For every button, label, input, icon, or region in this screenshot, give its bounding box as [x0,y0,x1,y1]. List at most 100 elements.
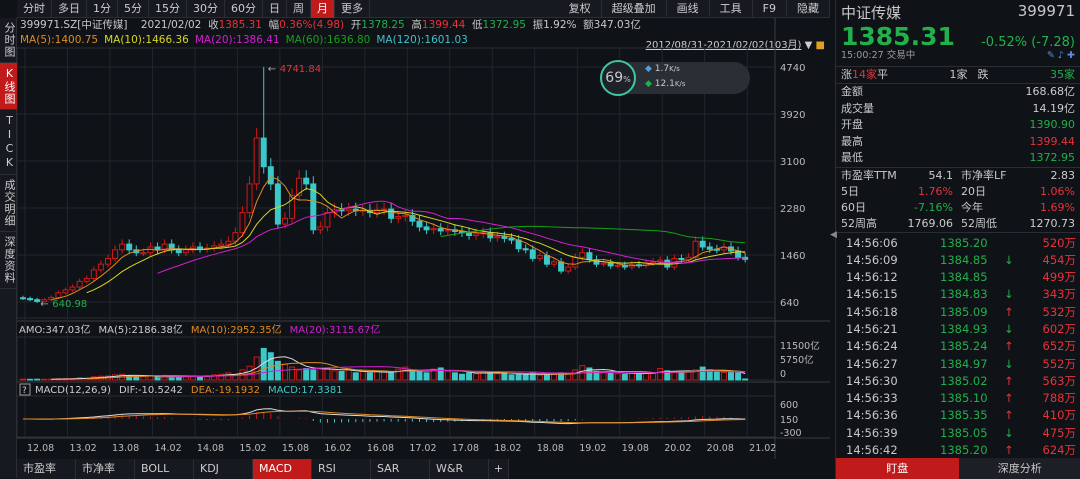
period-tab[interactable]: 1分 [87,0,118,18]
lock-icon[interactable]: ■ [815,40,825,51]
trade-row: 14:56:18 1385.09 ↑ 532万 [836,304,1080,321]
candle [296,177,303,196]
help-mark[interactable]: ? [22,386,27,396]
x-tick-label: 18.08 [537,443,564,454]
indicator-tab[interactable]: + [489,459,509,479]
period-tab[interactable]: 日 [263,0,287,18]
trade-time: 14:56:09 [846,252,898,267]
tool-button[interactable]: 工具 [710,0,753,18]
indicator-tab[interactable]: KDJ [194,459,253,479]
volume-bar [572,369,579,381]
period-tab[interactable]: 周 [287,0,311,18]
change-value: 0.36%(4.98) [279,19,345,31]
period-tab[interactable]: 60分 [225,0,263,18]
trade-volume: 563万 [1042,373,1076,388]
trade-price: 1385.35 [940,408,988,423]
tool-button[interactable]: 超级叠加 [602,0,667,18]
period-tab[interactable]: 分时 [17,0,52,18]
candle [551,261,557,265]
trade-volume: 410万 [1042,408,1076,423]
ratio-value: -7.16% [914,200,953,214]
indicator-tab[interactable]: MACD [253,459,312,479]
tool-button[interactable]: F9 [753,0,787,18]
period-tab[interactable]: 5分 [118,0,149,18]
tab-depth-analysis[interactable]: 深度分析 [958,458,1080,479]
legend-item: MACD(12,26,9) [35,385,111,396]
x-tick-label: 15.02 [239,443,266,454]
indicator-tab[interactable]: 市盈率 [17,459,76,479]
index-code: 399971 [1017,2,1075,20]
indicator-tab[interactable]: W&R [430,459,489,479]
volume-bar [501,372,508,381]
volume-bar [551,373,557,381]
candle [69,286,76,291]
up-label: 涨 [841,68,852,81]
candle [508,237,515,241]
volume-bar [140,376,147,381]
period-tab[interactable]: 30分 [187,0,225,18]
candle [395,216,402,219]
period-tab[interactable]: 多日 [52,0,87,18]
volume-bar [211,374,218,381]
ratio-label: 5日 [841,184,859,198]
macd-tick-label: -300 [780,428,802,439]
collapse-panel-icon[interactable]: ◀ [830,230,837,240]
macd-tick-label: 150 [780,415,798,426]
kline-chart[interactable]: 12.08 13.02 13.08 14.02 14.08 15.02 15.08 16.02… [17,0,830,459]
volume-bar [34,378,41,381]
candle [41,299,48,302]
date-range-selector[interactable]: 2012/08/31-2021/02/02(103月) ▼ ■ [646,36,825,51]
price-change: -0.52% (-7.28) [981,35,1075,50]
tool-button[interactable]: 复权 [559,0,602,18]
volume-bar [310,369,317,381]
tab-watch[interactable]: 盯盘 [836,458,959,479]
candle [572,256,579,268]
candle [678,257,685,261]
indicator-tab[interactable]: RSI [312,459,371,479]
candle [317,226,324,231]
volume-bar [685,371,692,381]
tool-button[interactable]: 隐藏 [787,0,830,18]
indicator-tab[interactable]: 市净率 [76,459,135,479]
view-tab[interactable]: K线图 [0,63,17,110]
candle [62,289,69,294]
help-icon[interactable] [19,383,31,396]
tick-trades-list[interactable]: 14:56:06 1385.20 520万 14:56:09 1384.85 ↓ 454万 1… [836,231,1080,477]
indicator-tab[interactable]: BOLL [135,459,194,479]
index-name: 中证传媒 [841,4,902,22]
dropdown-icon[interactable]: ▼ [804,40,813,51]
edit-icon[interactable]: ✎ [1046,50,1055,61]
view-tab[interactable]: 分时图 [0,18,17,63]
view-tab[interactable]: 深度资料 [0,232,17,289]
indicator-tab[interactable]: SAR [371,459,430,479]
candle [182,249,189,254]
add-icon[interactable]: ✚ [1067,50,1075,61]
volume-bar [303,368,310,381]
ratio-row: 52周高 1769.06 52周低 1270.73 [836,216,1080,232]
period-tab[interactable]: 月 [311,0,335,18]
date-range[interactable]: 2012/08/31-2021/02/02(103月) [645,40,802,51]
view-tab[interactable]: TICK [0,110,17,175]
volume-bar [628,372,635,381]
volume-bar [713,371,720,381]
trade-volume: 788万 [1042,391,1076,406]
view-tab[interactable]: 成交明细 [0,175,17,232]
trade-price: 1384.83 [940,287,988,302]
legend-item: DEA:-19.1932 [191,385,260,396]
market-breadth: 涨 14家 平 1家 跌 35家 [836,66,1080,83]
x-tick-label: 17.08 [452,443,479,454]
period-tab[interactable]: 更多 [335,0,370,18]
candle [487,232,494,239]
volume-bar [423,372,430,381]
period-tab[interactable]: 15分 [149,0,187,18]
high-value: 1399.44 [421,19,466,31]
volume-bar [621,373,628,381]
candle [444,229,451,232]
candle [260,137,267,168]
ratio-row: 市盈率TTM 54.1 市净率LF 2.83 [836,168,1080,184]
trade-time: 14:56:24 [846,339,898,354]
alert-bell-icon[interactable]: ♪ [1057,50,1064,61]
tool-button[interactable]: 画线 [667,0,710,18]
trade-price: 1385.02 [940,373,988,388]
macd-tick-label: 600 [780,400,798,411]
